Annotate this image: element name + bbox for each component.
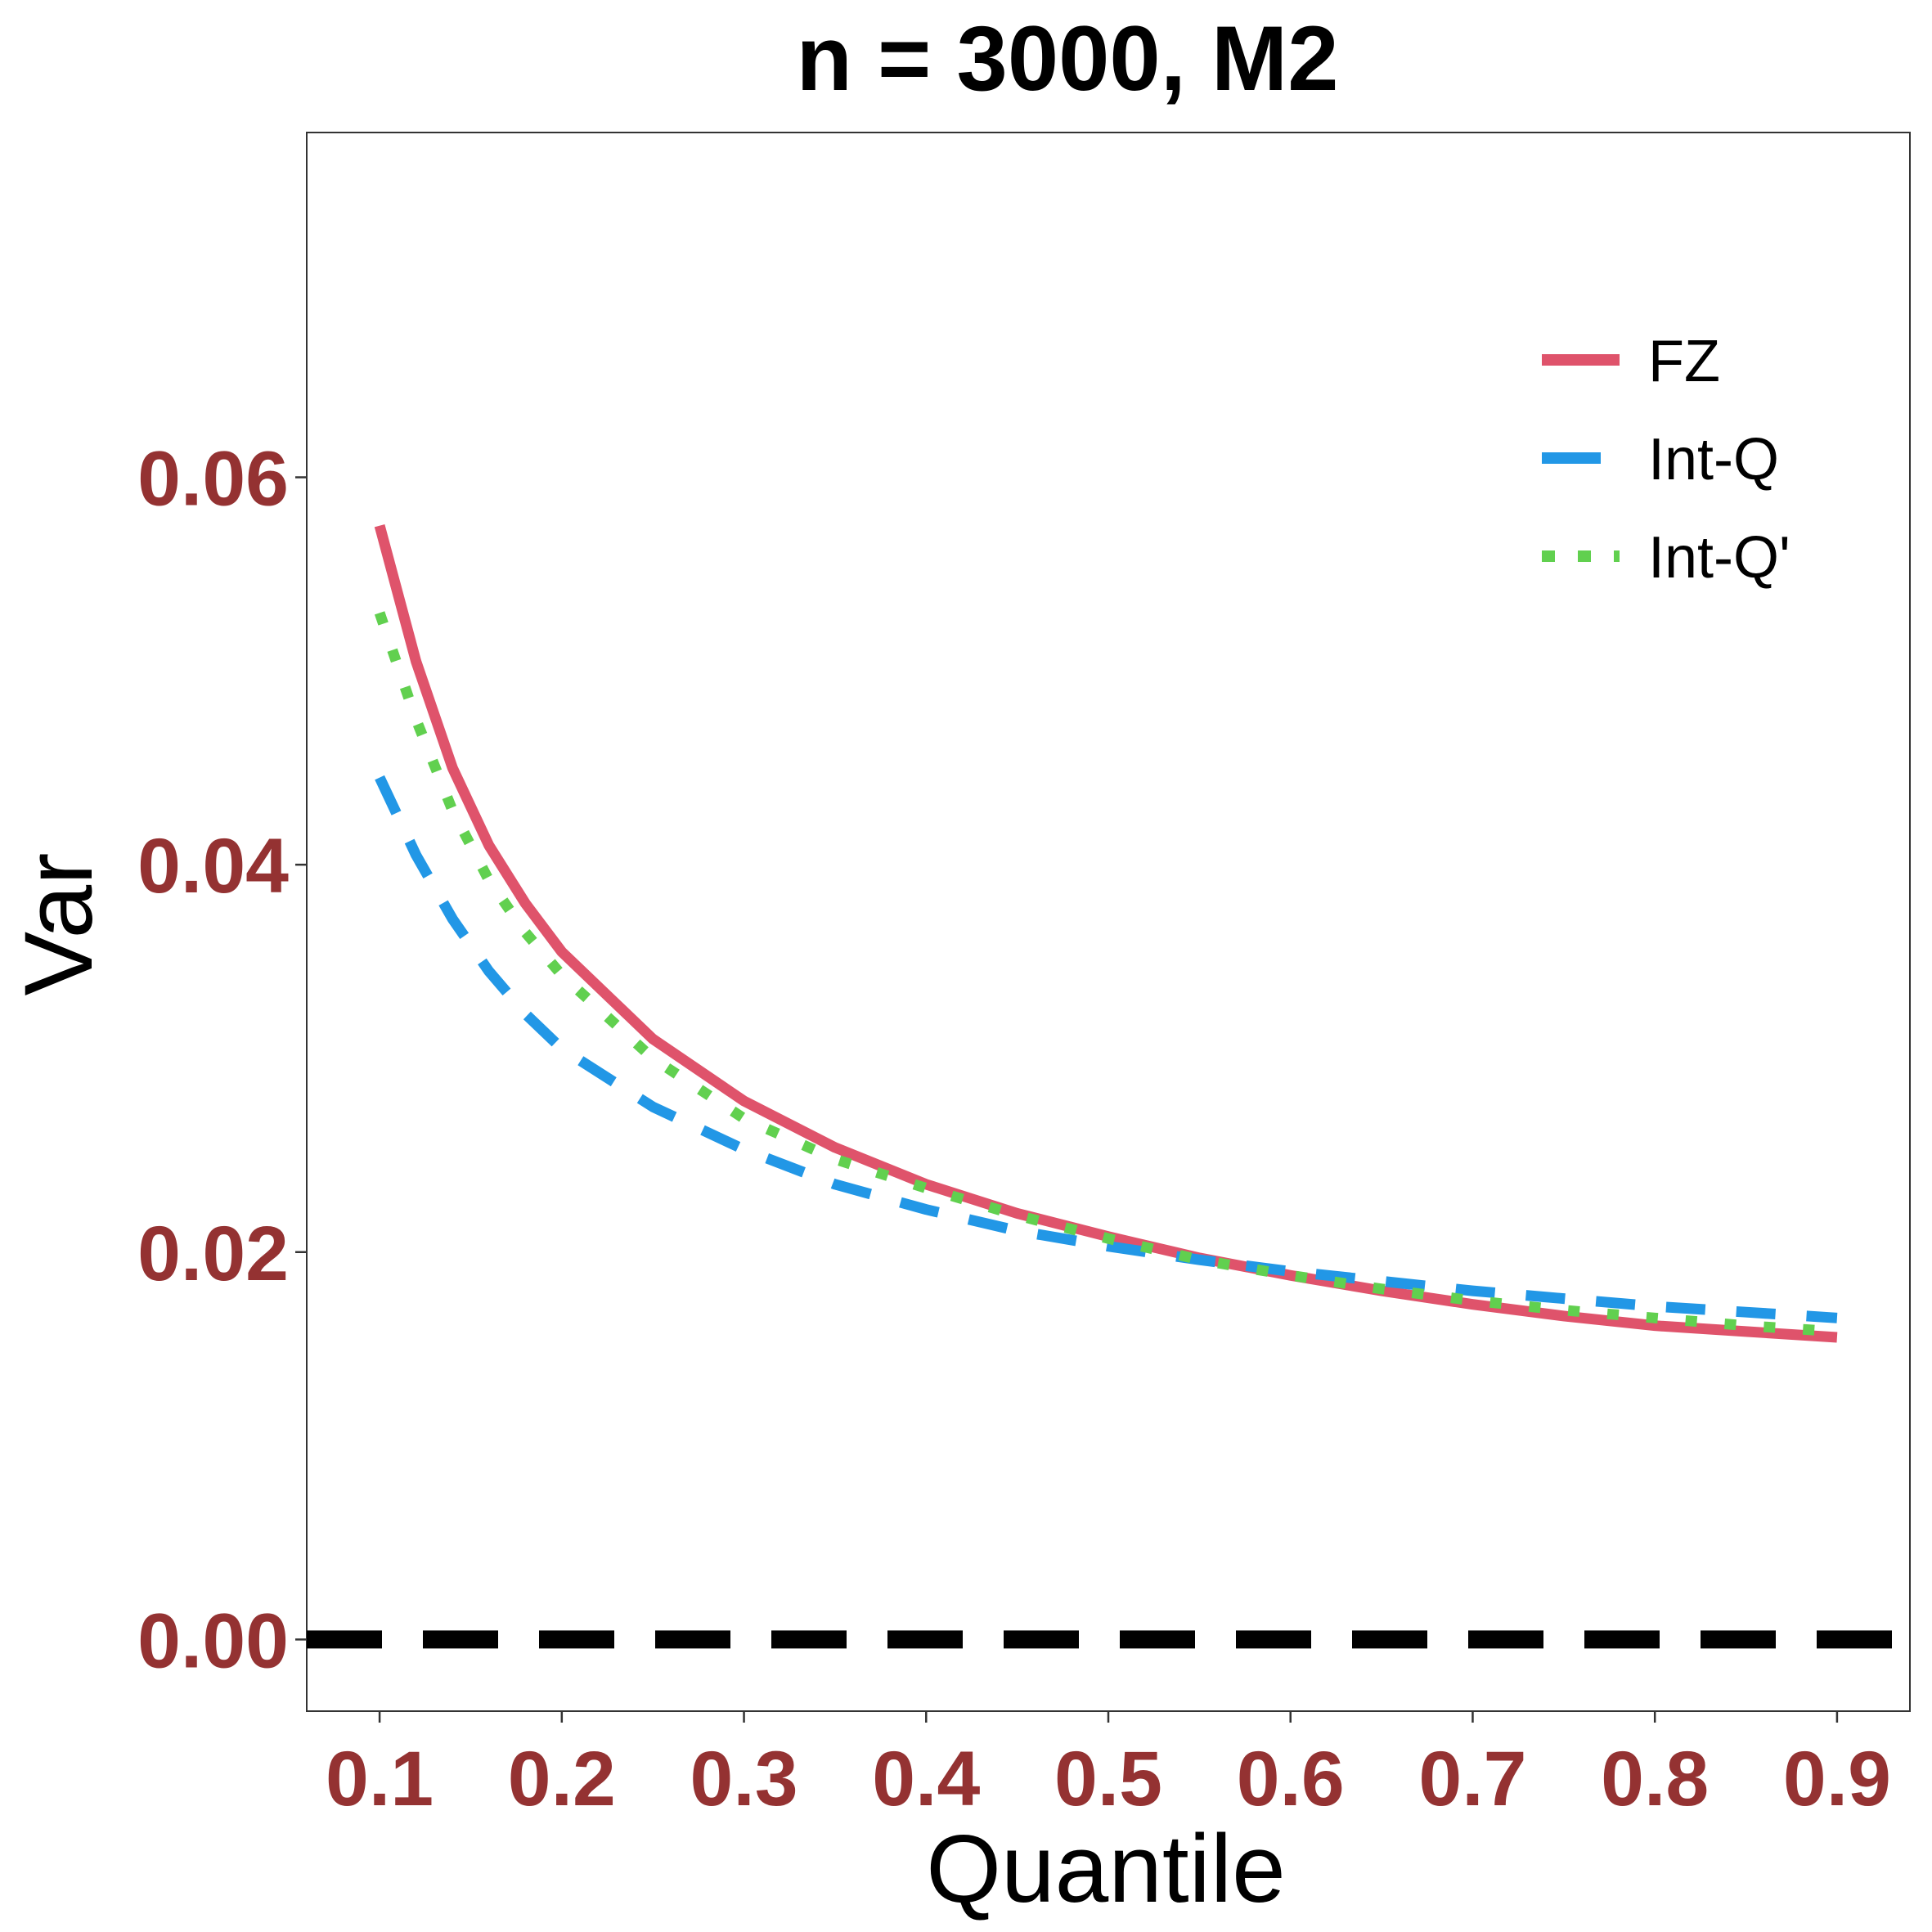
x-tick-label: 0.6 xyxy=(1237,1736,1345,1822)
x-tick-label: 0.1 xyxy=(326,1736,434,1822)
series-line-int-q xyxy=(374,611,1838,1337)
y-tick-label: 0.04 xyxy=(137,823,289,910)
legend: FZ Int-Q Int-Q' xyxy=(1542,329,1790,591)
legend-label-int-q: Int-Q' xyxy=(1648,525,1790,591)
x-tick-label: 0.4 xyxy=(872,1736,980,1822)
x-tick-label: 0.8 xyxy=(1601,1736,1709,1822)
chart-title: n = 3000, M2 xyxy=(796,7,1338,110)
x-tick-label: 0.2 xyxy=(508,1736,616,1822)
x-tick-label: 0.5 xyxy=(1054,1736,1162,1822)
series-line-int-q xyxy=(375,775,1838,1323)
plot-area: 0.00 0.02 0.04 0.06 0.1 0.2 0.3 0.4 0.5 0.6 0.7 0.8… xyxy=(137,132,1911,1822)
legend-label-fz: FZ xyxy=(1648,329,1720,394)
series-line-fz xyxy=(374,524,1838,1343)
legend-label-int-q: Int-Q xyxy=(1648,427,1779,492)
y-tick-label: 0.06 xyxy=(137,436,289,523)
y-tick-label: 0.00 xyxy=(137,1597,289,1684)
y-tick-label: 0.02 xyxy=(137,1211,289,1297)
x-tick-label: 0.3 xyxy=(690,1736,798,1822)
x-axis-label: Quantile xyxy=(926,1815,1286,1923)
y-axis-label: Var xyxy=(5,853,113,996)
x-tick-label: 0.9 xyxy=(1783,1736,1891,1822)
x-tick-label: 0.7 xyxy=(1418,1736,1526,1822)
